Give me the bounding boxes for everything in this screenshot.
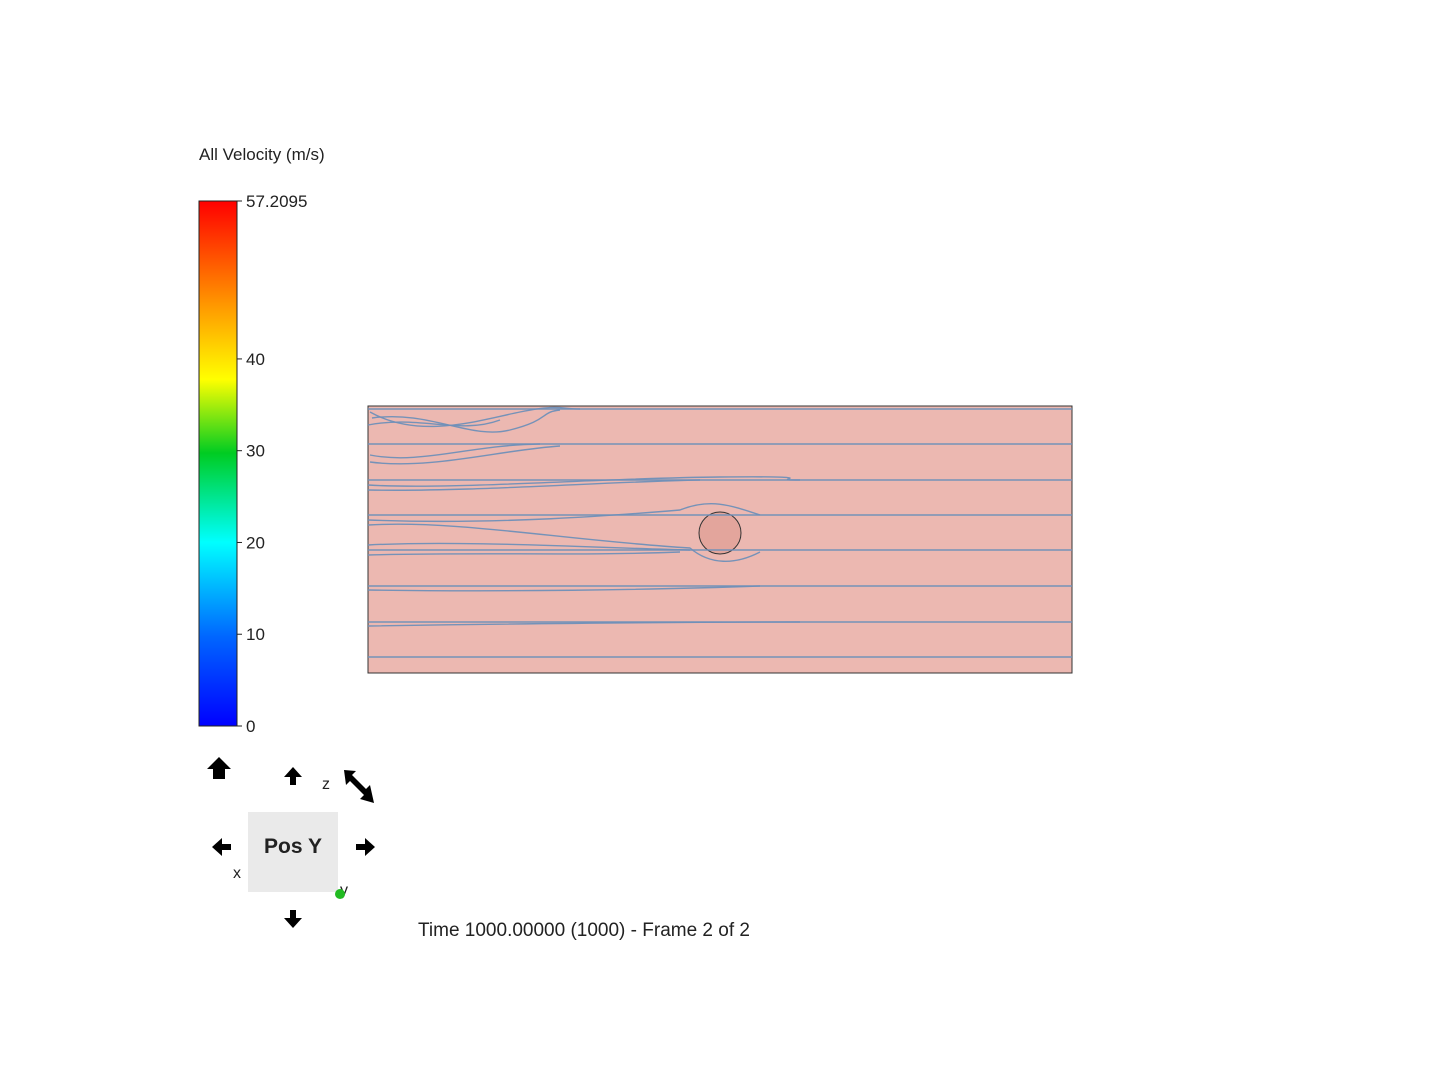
domain [367,405,1073,674]
arrow-up[interactable] [284,767,302,785]
rotate-button[interactable] [344,770,374,803]
colorbar [198,200,238,727]
axis-dot [335,889,345,899]
tick-label: 57.2095 [246,192,307,211]
home-button[interactable] [207,757,231,779]
status-text: Time 1000.00000 (1000) - Frame 2 of 2 [418,920,750,941]
arrow-left[interactable] [212,838,231,856]
view-cube[interactable]: Pos Y z x y [207,757,375,928]
colorbar-ticks: 0 10 20 30 40 57.2095 [237,192,307,736]
tick-label: 30 [246,442,265,461]
legend-title: All Velocity (m/s) [199,145,325,164]
cube-label: Pos Y [264,835,322,858]
tick-label: 10 [246,625,265,644]
tick-label: 40 [246,350,265,369]
cube-face[interactable] [248,812,338,892]
axis-label: x [233,865,241,882]
tick-label: 0 [246,717,255,736]
tick-label: 20 [246,533,265,552]
axis-label: y [340,882,348,899]
axis-label: z [322,776,330,793]
arrow-down[interactable] [284,910,302,928]
arrow-right[interactable] [356,838,375,856]
